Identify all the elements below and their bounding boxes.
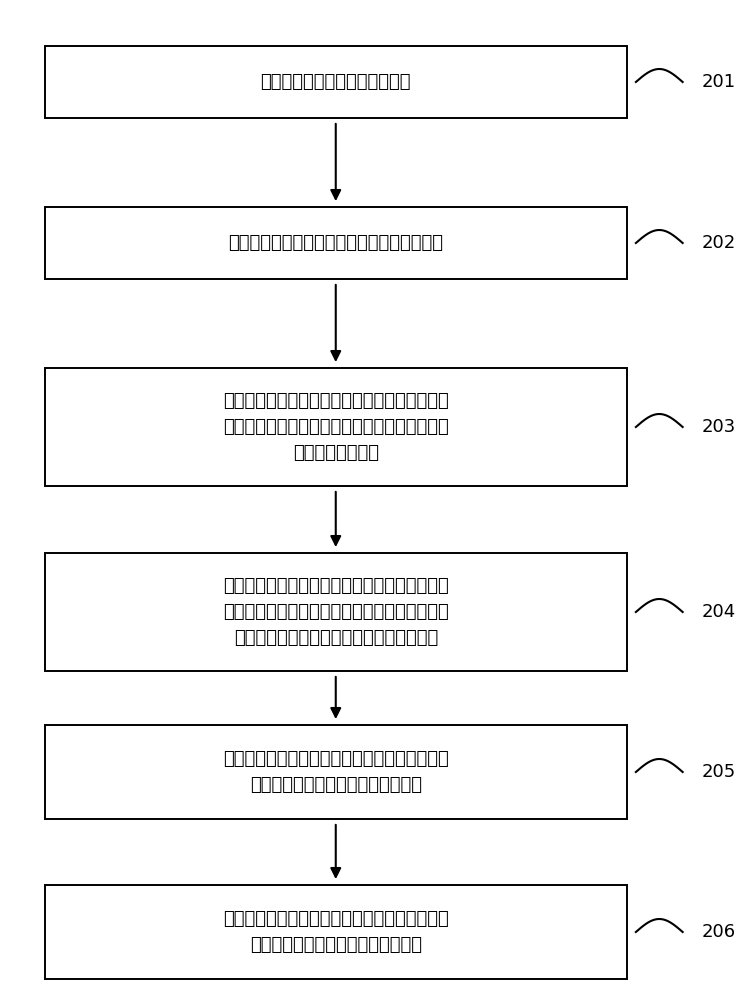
Text: 拍摄第一瞬态声场图像和第二瞬态声场图像，叠
加得出第三瞬态声场，并进行处理计算得出超声
换能器声场的波长: 拍摄第一瞬态声场图像和第二瞬态声场图像，叠 加得出第三瞬态声场，并进行处理计算得… [223,392,449,462]
Text: 204: 204 [701,603,735,621]
FancyBboxPatch shape [45,885,627,979]
Text: 根据灰度化的第三稳态声场图像，得出超声换能
器声场的近场距离、指向性及扩散角: 根据灰度化的第三稳态声场图像，得出超声换能 器声场的近场距离、指向性及扩散角 [223,910,449,954]
Text: 206: 206 [701,923,735,941]
Text: 203: 203 [701,418,735,436]
FancyBboxPatch shape [45,553,627,671]
FancyBboxPatch shape [45,368,627,486]
Text: 将超声换能器固定在透明固体上: 将超声换能器固定在透明固体上 [260,73,411,91]
Text: 205: 205 [701,763,735,781]
FancyBboxPatch shape [45,725,627,819]
Text: 调整成像系统中的起偏器和检偏器的偏振方向: 调整成像系统中的起偏器和检偏器的偏振方向 [229,234,443,252]
Text: 202: 202 [701,234,735,252]
Text: 拍摄第一稳态声场图像、第二稳态声场图像，并
处理得出灰度化的第三稳态声场图像: 拍摄第一稳态声场图像、第二稳态声场图像，并 处理得出灰度化的第三稳态声场图像 [223,750,449,794]
FancyBboxPatch shape [45,46,627,118]
Text: 拍摄第四瞬态声场图像和第五瞬态声场图像，叠
加得到第六瞬态声场图像并进行处理计算，得出
固体中的声速和超声换能器声场的中心频率: 拍摄第四瞬态声场图像和第五瞬态声场图像，叠 加得到第六瞬态声场图像并进行处理计算… [223,577,449,647]
Text: 201: 201 [701,73,735,91]
FancyBboxPatch shape [45,207,627,279]
